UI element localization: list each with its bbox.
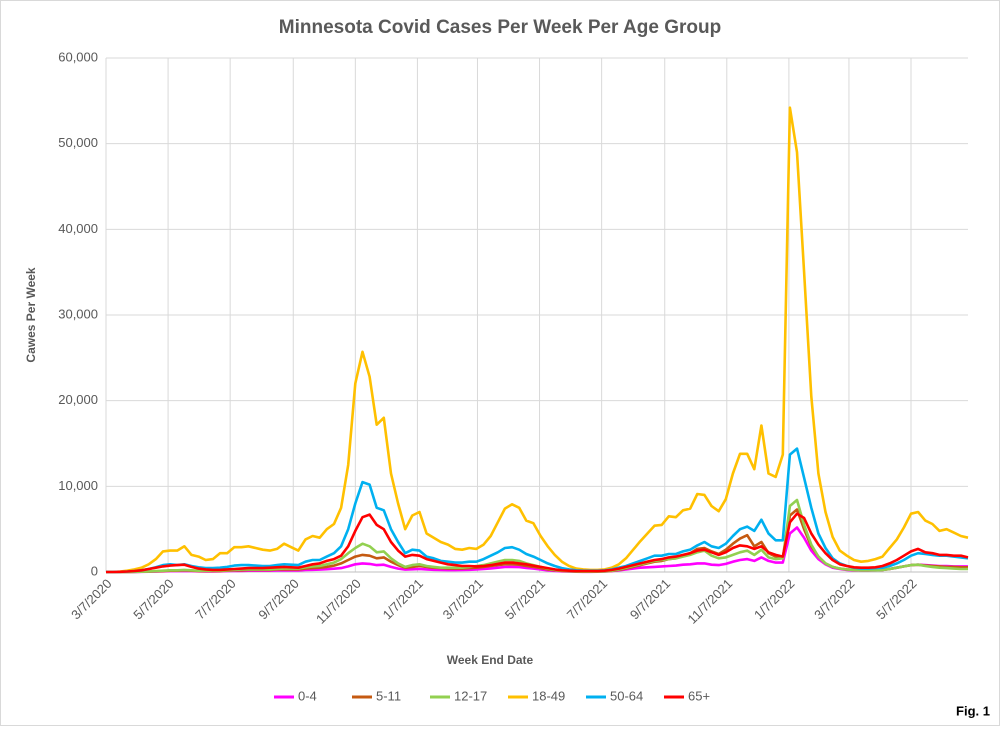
legend-label: 50-64: [610, 688, 643, 703]
chart-title: Minnesota Covid Cases Per Week Per Age G…: [279, 17, 721, 38]
y-axis-label: Cawes Per Week: [24, 267, 38, 362]
series-line: [106, 447, 969, 574]
legend-label: 65+: [688, 688, 710, 703]
series-line: [106, 106, 969, 574]
y-tick-label: 60,000: [58, 49, 98, 64]
y-tick-label: 20,000: [58, 392, 98, 407]
y-tick-label: 40,000: [58, 221, 98, 236]
x-axis-label: Week End Date: [447, 653, 534, 667]
legend-label: 12-17: [454, 688, 487, 703]
y-tick-label: 0: [91, 563, 98, 578]
series-line: [106, 512, 969, 574]
legend-label: 5-11: [376, 688, 401, 703]
annotation: Fig. 1: [956, 703, 990, 718]
legend-label: 0-4: [298, 688, 317, 703]
legend-label: 18-49: [532, 688, 565, 703]
y-tick-label: 50,000: [58, 135, 98, 150]
y-tick-label: 30,000: [58, 306, 98, 321]
y-tick-label: 10,000: [58, 478, 98, 493]
